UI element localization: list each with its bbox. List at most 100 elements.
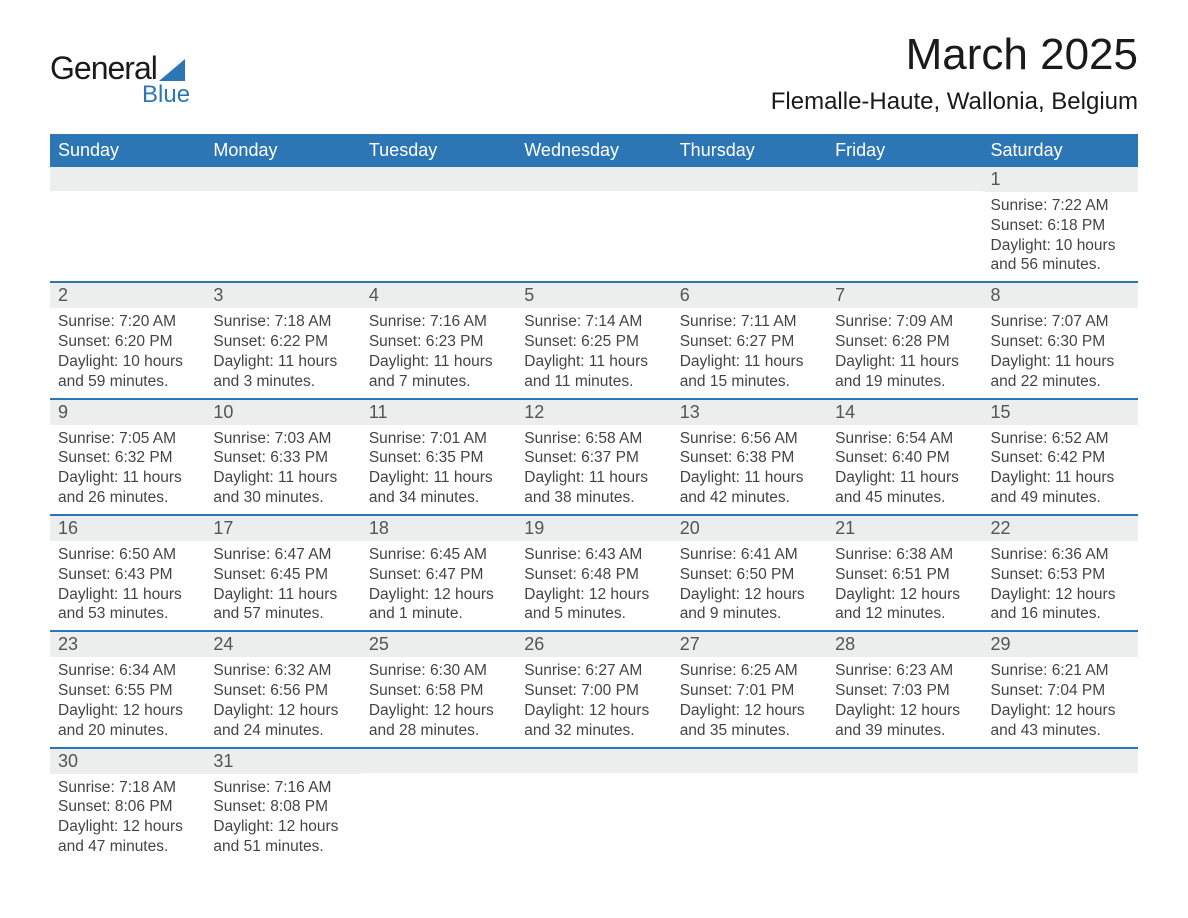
- sunset-text: Sunset: 6:42 PM: [991, 448, 1130, 468]
- day2-text: and 16 minutes.: [991, 604, 1130, 624]
- day1-text: Daylight: 12 hours: [213, 701, 352, 721]
- sunrise-text: Sunrise: 7:16 AM: [213, 778, 352, 798]
- calendar-day-cell: [50, 167, 205, 282]
- calendar-week-row: 9Sunrise: 7:05 AMSunset: 6:32 PMDaylight…: [50, 399, 1138, 515]
- day-number-band: 7: [827, 283, 982, 308]
- weekday-header: Sunday: [50, 134, 205, 167]
- day1-text: Daylight: 11 hours: [369, 468, 508, 488]
- sunset-text: Sunset: 6:48 PM: [524, 565, 663, 585]
- calendar-day-cell: [361, 167, 516, 282]
- calendar-day-cell: 19Sunrise: 6:43 AMSunset: 6:48 PMDayligh…: [516, 515, 671, 631]
- sunset-text: Sunset: 6:25 PM: [524, 332, 663, 352]
- sunset-text: Sunset: 6:43 PM: [58, 565, 197, 585]
- calendar-day-cell: 23Sunrise: 6:34 AMSunset: 6:55 PMDayligh…: [50, 631, 205, 747]
- sunset-text: Sunset: 6:50 PM: [680, 565, 819, 585]
- day2-text: and 32 minutes.: [524, 721, 663, 741]
- sunset-text: Sunset: 6:45 PM: [213, 565, 352, 585]
- day-number-band: 2: [50, 283, 205, 308]
- sunset-text: Sunset: 6:47 PM: [369, 565, 508, 585]
- day-body: Sunrise: 7:18 AMSunset: 6:22 PMDaylight:…: [205, 308, 360, 397]
- calendar-day-cell: 28Sunrise: 6:23 AMSunset: 7:03 PMDayligh…: [827, 631, 982, 747]
- sunset-text: Sunset: 6:33 PM: [213, 448, 352, 468]
- day-number-band: 26: [516, 632, 671, 657]
- day1-text: Daylight: 11 hours: [835, 352, 974, 372]
- day-body: Sunrise: 6:41 AMSunset: 6:50 PMDaylight:…: [672, 541, 827, 630]
- sunset-text: Sunset: 6:53 PM: [991, 565, 1130, 585]
- sunrise-text: Sunrise: 6:30 AM: [369, 661, 508, 681]
- day-body: Sunrise: 6:36 AMSunset: 6:53 PMDaylight:…: [983, 541, 1138, 630]
- day1-text: Daylight: 12 hours: [58, 701, 197, 721]
- day1-text: Daylight: 10 hours: [991, 236, 1130, 256]
- day1-text: Daylight: 11 hours: [524, 468, 663, 488]
- day-number-band: 20: [672, 516, 827, 541]
- day-body: Sunrise: 7:03 AMSunset: 6:33 PMDaylight:…: [205, 425, 360, 514]
- sunrise-text: Sunrise: 7:03 AM: [213, 429, 352, 449]
- day1-text: Daylight: 11 hours: [524, 352, 663, 372]
- day1-text: Daylight: 12 hours: [369, 585, 508, 605]
- day1-text: Daylight: 12 hours: [213, 817, 352, 837]
- day-number-band: 29: [983, 632, 1138, 657]
- day-body: Sunrise: 6:32 AMSunset: 6:56 PMDaylight:…: [205, 657, 360, 746]
- sunset-text: Sunset: 6:22 PM: [213, 332, 352, 352]
- sunrise-text: Sunrise: 6:50 AM: [58, 545, 197, 565]
- day1-text: Daylight: 12 hours: [524, 585, 663, 605]
- day2-text: and 53 minutes.: [58, 604, 197, 624]
- day-number-band: [361, 749, 516, 773]
- day-number-band: 18: [361, 516, 516, 541]
- calendar-day-cell: 27Sunrise: 6:25 AMSunset: 7:01 PMDayligh…: [672, 631, 827, 747]
- calendar-day-cell: 20Sunrise: 6:41 AMSunset: 6:50 PMDayligh…: [672, 515, 827, 631]
- sunset-text: Sunset: 6:58 PM: [369, 681, 508, 701]
- calendar-day-cell: 31Sunrise: 7:16 AMSunset: 8:08 PMDayligh…: [205, 748, 360, 863]
- sunrise-text: Sunrise: 7:05 AM: [58, 429, 197, 449]
- day2-text: and 24 minutes.: [213, 721, 352, 741]
- calendar-day-cell: 30Sunrise: 7:18 AMSunset: 8:06 PMDayligh…: [50, 748, 205, 863]
- calendar-day-cell: 4Sunrise: 7:16 AMSunset: 6:23 PMDaylight…: [361, 282, 516, 398]
- calendar-day-cell: 26Sunrise: 6:27 AMSunset: 7:00 PMDayligh…: [516, 631, 671, 747]
- sunset-text: Sunset: 6:23 PM: [369, 332, 508, 352]
- day-body: [516, 773, 671, 843]
- day-body: Sunrise: 6:34 AMSunset: 6:55 PMDaylight:…: [50, 657, 205, 746]
- day-body: Sunrise: 6:47 AMSunset: 6:45 PMDaylight:…: [205, 541, 360, 630]
- logo-triangle-icon: [159, 59, 185, 81]
- day-number-band: [827, 749, 982, 773]
- calendar-day-cell: 12Sunrise: 6:58 AMSunset: 6:37 PMDayligh…: [516, 399, 671, 515]
- sunrise-text: Sunrise: 7:09 AM: [835, 312, 974, 332]
- day-number-band: 25: [361, 632, 516, 657]
- day-number-band: 22: [983, 516, 1138, 541]
- sunrise-text: Sunrise: 6:56 AM: [680, 429, 819, 449]
- day2-text: and 11 minutes.: [524, 372, 663, 392]
- day-body: [672, 773, 827, 843]
- calendar-day-cell: [516, 167, 671, 282]
- calendar-body: 1Sunrise: 7:22 AMSunset: 6:18 PMDaylight…: [50, 167, 1138, 863]
- day-body: Sunrise: 6:23 AMSunset: 7:03 PMDaylight:…: [827, 657, 982, 746]
- day1-text: Daylight: 11 hours: [58, 468, 197, 488]
- sunrise-text: Sunrise: 6:38 AM: [835, 545, 974, 565]
- sunrise-text: Sunrise: 6:58 AM: [524, 429, 663, 449]
- day-number-band: [361, 167, 516, 191]
- day-number-band: 5: [516, 283, 671, 308]
- day2-text: and 9 minutes.: [680, 604, 819, 624]
- sunset-text: Sunset: 6:38 PM: [680, 448, 819, 468]
- sunset-text: Sunset: 7:03 PM: [835, 681, 974, 701]
- day-number-band: 24: [205, 632, 360, 657]
- day-body: Sunrise: 7:11 AMSunset: 6:27 PMDaylight:…: [672, 308, 827, 397]
- day-body: Sunrise: 7:16 AMSunset: 8:08 PMDaylight:…: [205, 774, 360, 863]
- day-body: [50, 191, 205, 261]
- sunset-text: Sunset: 8:06 PM: [58, 797, 197, 817]
- logo-text-blue: Blue: [142, 81, 190, 109]
- sunrise-text: Sunrise: 6:27 AM: [524, 661, 663, 681]
- sunrise-text: Sunrise: 6:34 AM: [58, 661, 197, 681]
- calendar-day-cell: 3Sunrise: 7:18 AMSunset: 6:22 PMDaylight…: [205, 282, 360, 398]
- page-title: March 2025: [771, 30, 1138, 80]
- day-number-band: [983, 749, 1138, 773]
- calendar-day-cell: [205, 167, 360, 282]
- calendar-day-cell: [672, 167, 827, 282]
- day-number-band: 15: [983, 400, 1138, 425]
- calendar-day-cell: [361, 748, 516, 863]
- day-body: Sunrise: 6:45 AMSunset: 6:47 PMDaylight:…: [361, 541, 516, 630]
- day1-text: Daylight: 12 hours: [58, 817, 197, 837]
- calendar-week-row: 16Sunrise: 6:50 AMSunset: 6:43 PMDayligh…: [50, 515, 1138, 631]
- day2-text: and 22 minutes.: [991, 372, 1130, 392]
- day2-text: and 30 minutes.: [213, 488, 352, 508]
- day-body: Sunrise: 6:38 AMSunset: 6:51 PMDaylight:…: [827, 541, 982, 630]
